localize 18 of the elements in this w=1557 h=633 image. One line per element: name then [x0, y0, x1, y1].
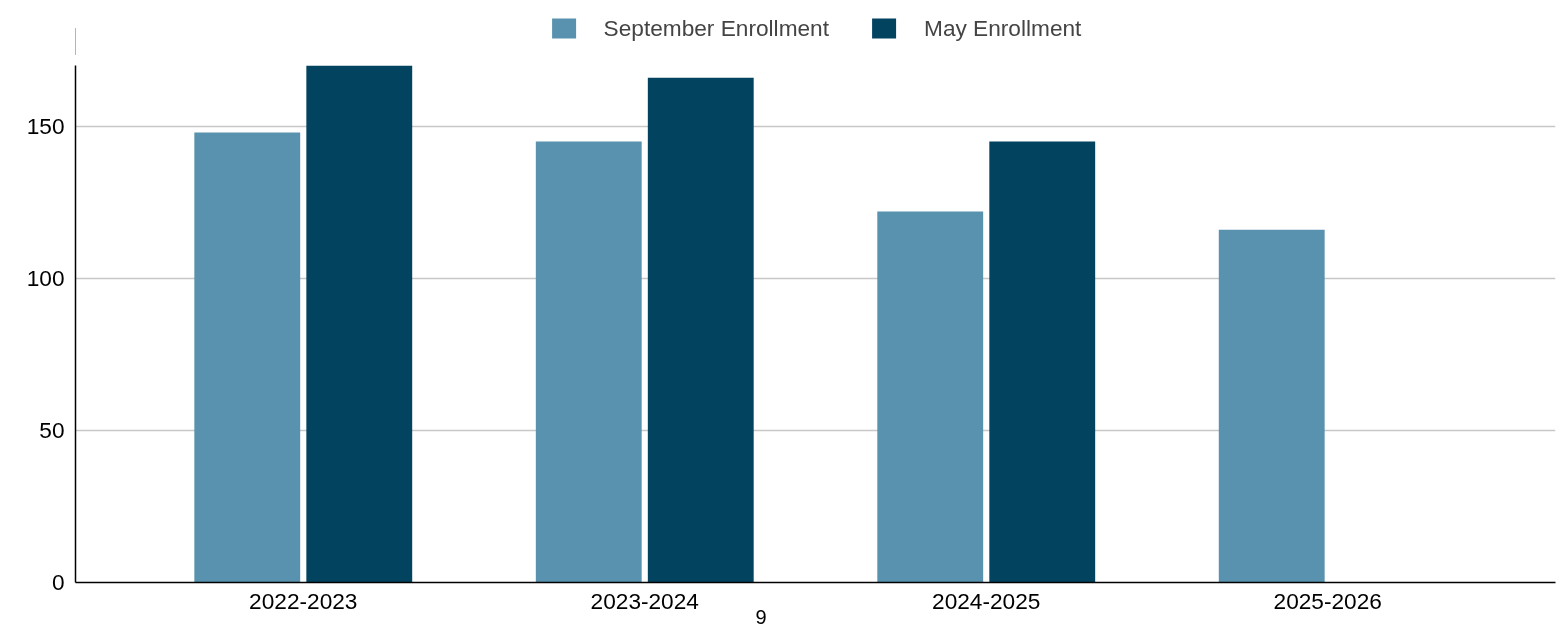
y-tick-label: 100	[26, 264, 65, 291]
y-tick-label: 50	[39, 416, 65, 443]
bar	[989, 141, 1096, 583]
legend-label: September Enrollment	[603, 14, 830, 41]
y-tick-label: 150	[26, 112, 65, 139]
bar	[1218, 229, 1325, 583]
y-tick-label: 0	[51, 569, 65, 595]
legend-label: May Enrollment	[924, 14, 1082, 41]
text: 9	[755, 605, 767, 628]
bar	[194, 132, 301, 583]
bar	[306, 65, 413, 583]
x-tick-label: 2022-2023	[249, 587, 358, 614]
bar	[535, 141, 642, 583]
bar	[877, 211, 984, 583]
x-tick-label: 2025-2026	[1273, 587, 1382, 614]
x-tick-label: 2023-2024	[590, 587, 699, 614]
x-tick-label: 2024-2025	[932, 587, 1041, 614]
bar	[647, 77, 754, 583]
